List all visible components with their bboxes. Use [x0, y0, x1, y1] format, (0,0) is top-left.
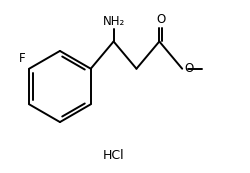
Text: O: O — [184, 62, 193, 75]
Text: O: O — [156, 13, 165, 26]
Text: NH₂: NH₂ — [102, 15, 125, 28]
Text: F: F — [19, 52, 26, 65]
Text: HCl: HCl — [103, 149, 125, 162]
